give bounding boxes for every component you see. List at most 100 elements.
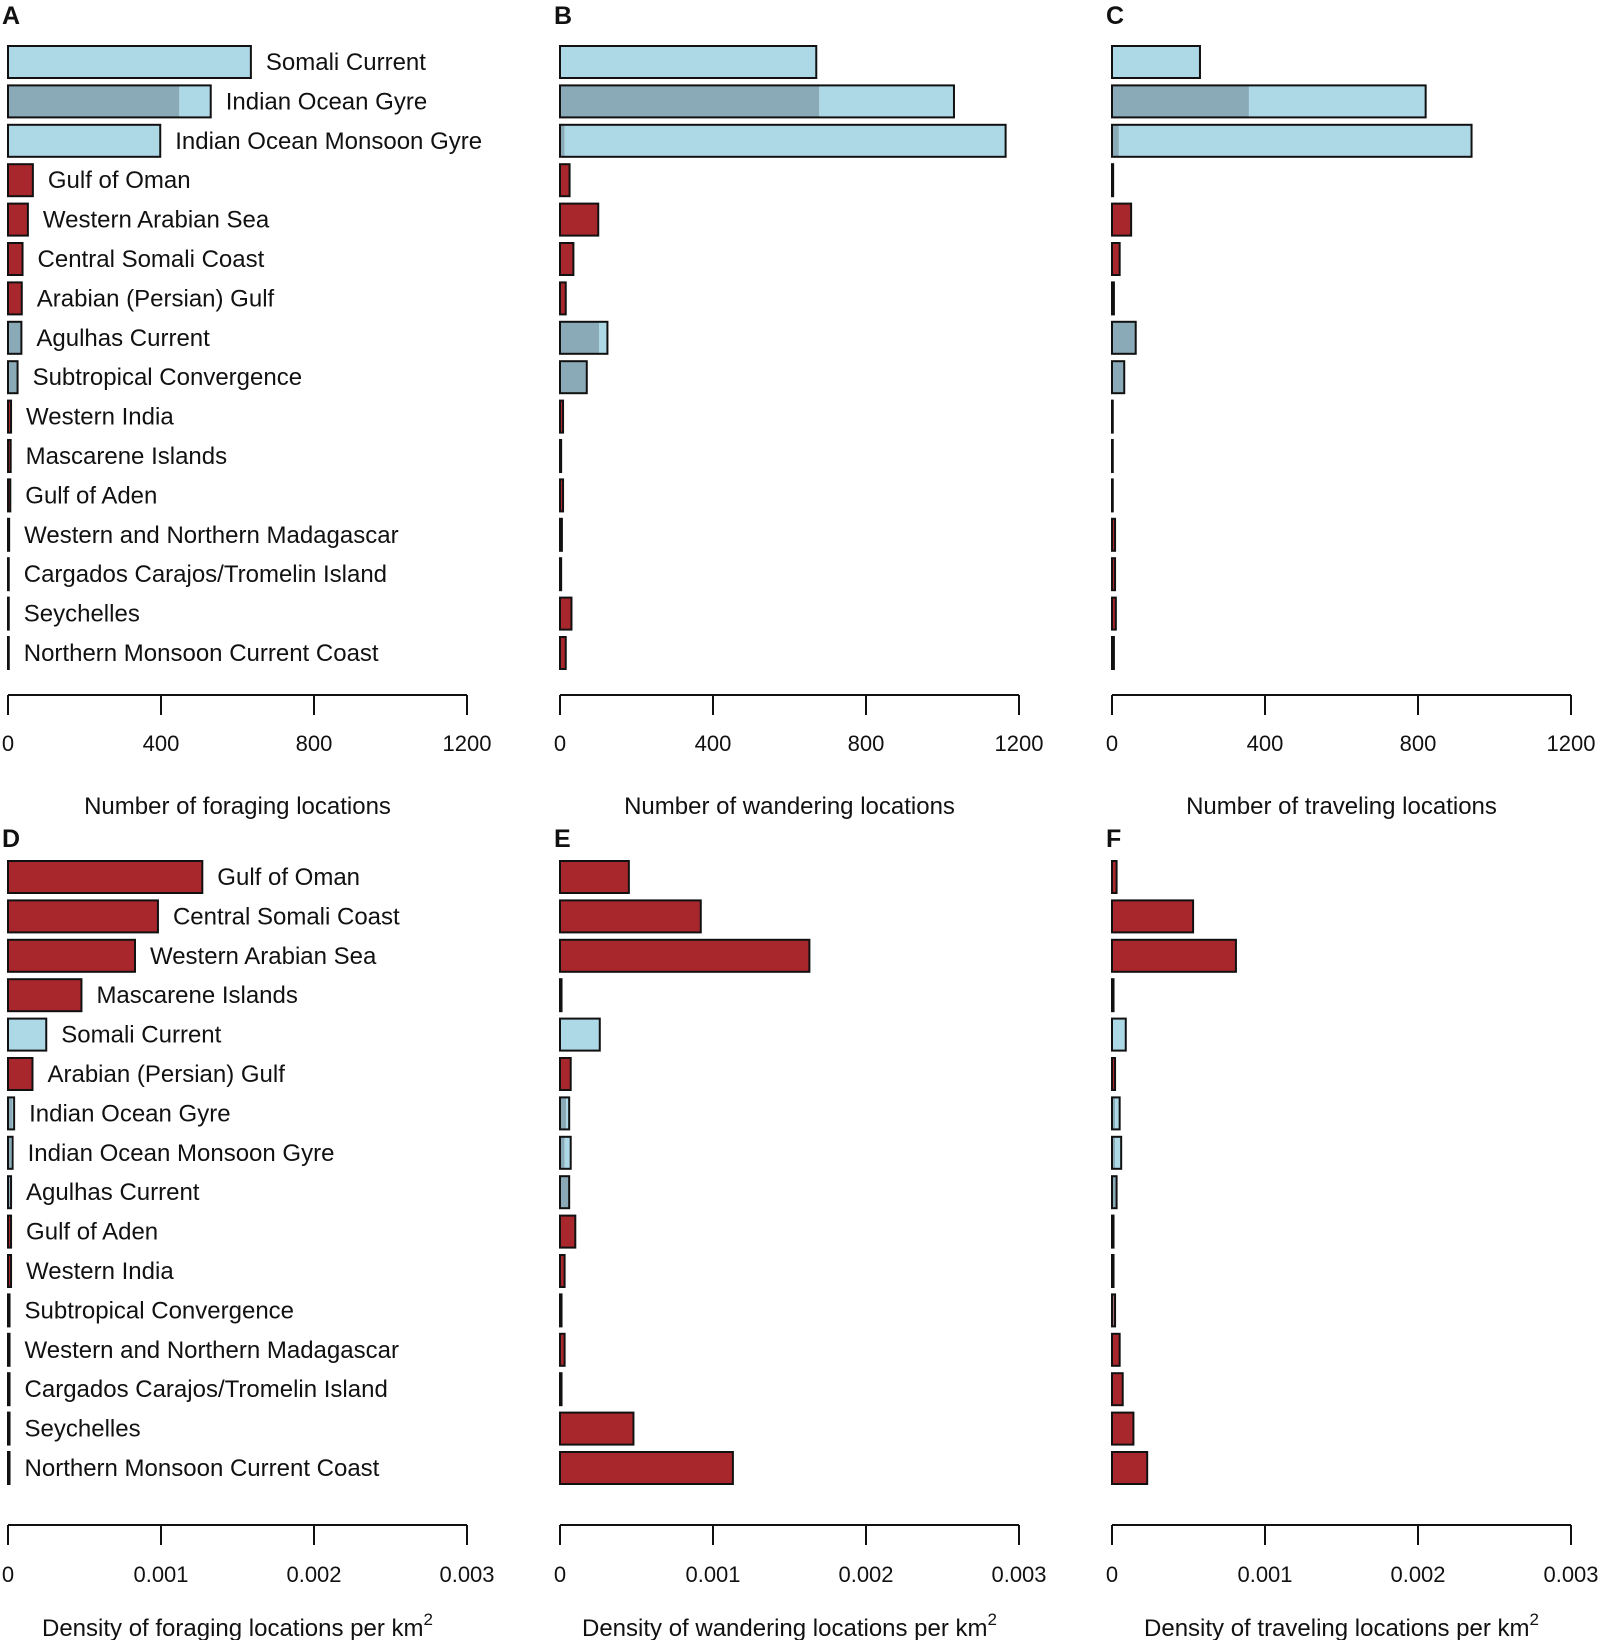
category-label: Seychelles <box>24 601 140 628</box>
bar-outline <box>7 978 83 1013</box>
category-label: Subtropical Convergence <box>33 364 303 391</box>
bar-outline <box>559 1096 571 1131</box>
bar-segment <box>560 361 587 394</box>
bar-outline <box>1111 399 1114 434</box>
bar-segment <box>8 979 82 1012</box>
bar-segment <box>1112 203 1132 236</box>
bar-outline <box>559 163 571 198</box>
x-axis-label-superscript: 2 <box>988 1610 997 1629</box>
bar-outline <box>1111 1332 1121 1367</box>
bar-segment <box>560 85 820 118</box>
bar-segment <box>8 203 28 236</box>
category-label: Agulhas Current <box>36 325 210 352</box>
category-label: Indian Ocean Monsoon Gyre <box>28 1140 335 1167</box>
bar-outline <box>7 938 136 973</box>
bar-segment <box>560 164 570 197</box>
panel-letter: F <box>1106 825 1121 853</box>
bar-outline <box>7 1451 11 1485</box>
bar-segment <box>560 1097 567 1130</box>
bar-outline <box>7 478 12 513</box>
bar-outline <box>559 1135 572 1170</box>
bar-segment <box>560 46 817 78</box>
bar-outline <box>559 860 630 894</box>
x-tick-label: 800 <box>848 731 885 756</box>
bar-outline <box>1111 978 1115 1013</box>
bar-outline <box>1111 478 1114 513</box>
x-axis-label: Density of traveling locations per km2 <box>1144 1610 1539 1640</box>
bar-segment <box>560 1412 634 1445</box>
category-label: Western Arabian Sea <box>150 943 377 970</box>
bar-outline <box>559 636 567 670</box>
bar-outline <box>1111 1372 1124 1407</box>
bar-outline <box>1111 557 1117 592</box>
x-axis-label: Number of wandering locations <box>624 793 955 820</box>
bar-outline <box>559 899 702 934</box>
bar-outline <box>1111 1096 1121 1131</box>
bar-segment <box>8 479 11 512</box>
bar-segment <box>560 400 564 433</box>
x-tick-label: 800 <box>1400 731 1437 756</box>
x-tick-label: 0 <box>554 731 566 756</box>
bar-outline <box>7 1096 16 1131</box>
bar-outline <box>559 1017 601 1052</box>
bar-segment <box>8 321 22 354</box>
x-axis-label-text: Number of foraging locations <box>84 793 391 820</box>
category-label: Somali Current <box>61 1022 221 1049</box>
x-tick-label: 0 <box>2 731 14 756</box>
bar-outline <box>559 517 563 552</box>
bar-outline <box>559 1057 572 1091</box>
bar-segment <box>8 1215 12 1248</box>
x-tick-label: 0.002 <box>838 1562 893 1587</box>
bar-outline <box>7 557 10 592</box>
bar-outline <box>1111 320 1137 355</box>
category-label: Western and Northern Madagascar <box>25 1337 399 1364</box>
x-axis-label: Density of foraging locations per km2 <box>42 1610 433 1640</box>
x-axis-label-text: Density of wandering locations per km <box>582 1615 988 1640</box>
bar-outline <box>7 242 24 276</box>
bar-outline <box>559 1293 563 1328</box>
bar-outline <box>559 1451 734 1485</box>
category-label: Arabian (Persian) Gulf <box>37 285 275 312</box>
bar-outline <box>1111 1451 1149 1485</box>
bar-outline <box>1111 596 1117 631</box>
bar-outline <box>1111 281 1115 316</box>
x-tick-label: 0 <box>1106 731 1118 756</box>
bar-segment <box>8 85 180 118</box>
bar-segment <box>560 1176 570 1209</box>
bar-segment <box>560 597 572 630</box>
bar-outline <box>559 1214 577 1249</box>
x-tick-label: 400 <box>695 731 732 756</box>
panel-letter: E <box>554 825 571 853</box>
bar-outline <box>1111 1175 1118 1210</box>
bar-segment <box>8 440 11 472</box>
bar-segment <box>1115 1136 1122 1169</box>
bar-segment <box>1112 939 1236 972</box>
x-tick-label: 0.001 <box>685 1562 740 1587</box>
bar-segment <box>566 1097 570 1130</box>
bar-segment <box>560 900 701 933</box>
bar-segment <box>1112 900 1194 933</box>
bar-outline <box>7 399 13 434</box>
bar-outline <box>1111 1411 1135 1446</box>
bar-segment <box>8 361 18 394</box>
bar-outline <box>559 478 565 513</box>
bar-outline <box>1111 360 1126 395</box>
bar-outline <box>559 1411 635 1446</box>
bar-segment <box>1248 85 1426 118</box>
x-tick-label: 0.002 <box>1390 1562 1445 1587</box>
bar-segment <box>1112 1373 1123 1406</box>
bar-outline <box>559 84 955 119</box>
bar-segment <box>560 1333 565 1366</box>
x-axis-label-text: Number of traveling locations <box>1186 793 1497 820</box>
bar-segment <box>8 164 33 197</box>
bar-segment <box>560 1452 733 1484</box>
bar-segment <box>8 1255 12 1287</box>
chart-panel-e: E 0 0.001 0.002 0.003 Density of wandering lo… <box>554 825 1047 1640</box>
bar-outline <box>1111 163 1115 198</box>
bar-outline <box>1111 439 1114 473</box>
bar-segment <box>560 203 599 236</box>
bar-segment <box>1112 518 1116 551</box>
category-label: Gulf of Aden <box>26 1219 158 1246</box>
bar-outline <box>559 202 600 237</box>
bar-outline <box>7 1372 11 1407</box>
